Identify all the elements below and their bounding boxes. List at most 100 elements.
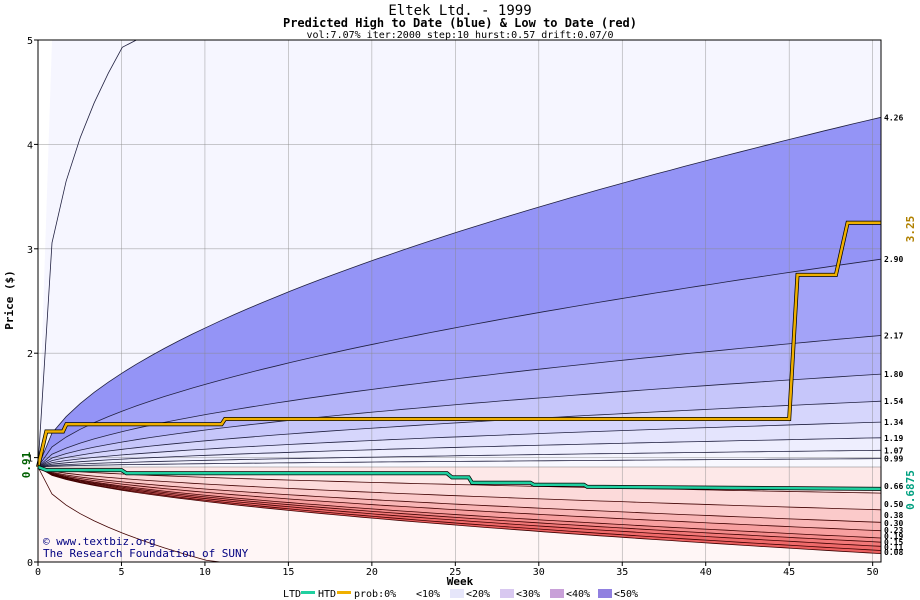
low-band-6 [38,467,881,547]
x-tick-label-10: 50 [867,567,879,578]
low-end-label-3: 0.30 [884,519,903,528]
chart-subtitle: Predicted High to Date (blue) & Low to D… [283,16,637,30]
legend-band-label-3: <40% [566,589,590,600]
high-end-label-3: 1.34 [884,418,903,427]
high-end-label-2: 1.19 [884,434,903,443]
high-end-label-5: 1.80 [884,370,903,379]
low-band-5 [38,467,881,543]
high-percentile-line-1 [37,449,882,468]
y-tick-label-4: 4 [27,140,33,151]
legend-band-label-2: <30% [516,589,540,600]
legend-swatch-3 [550,589,564,598]
y-tick-label-1: 1 [27,454,33,465]
high-percentile-line-2 [37,437,882,468]
x-tick-label-8: 40 [700,567,712,578]
htd-end-value-label: 3.25 [904,216,917,243]
legend-ltd-swatch [301,591,315,594]
high-end-label-0: 0.99 [884,455,903,464]
end-labels: 0.991.07 1.19 1.34 1.54 1.80 2.17 2.90 4.26 0.66… [884,113,903,557]
legend-ltd-label: LTD [283,589,301,600]
high-band-7 [38,259,881,467]
low-band-2 [38,467,881,523]
low-band-7 [38,467,881,551]
y-tick-label-3: 3 [27,245,33,256]
high-percentile-line-8 [37,116,882,468]
high-end-label-4: 1.54 [884,397,903,406]
high-end-label-8: 4.26 [884,113,903,122]
y-tick-label-5: 5 [27,36,33,47]
legend: LTD HTD prob:0% <10% <20% <30% <40% <50% [283,589,638,600]
low-percentile-line-3 [37,466,882,532]
high-end-label-7: 2.90 [884,255,903,264]
low-percentile-line-2 [37,466,882,523]
legend-swatch-0 [400,589,414,598]
y-axis-label: Price ($) [3,270,16,330]
ltd-line [37,465,882,491]
low-end-label-5: 0.19 [884,532,903,541]
htd-line [36,221,881,468]
high-percentile-line-7 [37,258,882,468]
x-tick-label-4: 20 [366,567,378,578]
watermark-line2: The Research Foundation of SUNY [43,547,249,560]
low-band-4 [38,467,881,538]
low-percentile-line-5 [37,466,882,543]
ltd-end-value-label: 0.6875 [904,470,917,510]
start-value-label: 0.91 [20,451,33,478]
high-percentile-line-5 [37,373,882,468]
x-tick-label-9: 45 [783,567,795,578]
watermark-line1: © www.textbiz.org [43,535,156,548]
high-band-8 [38,117,881,468]
x-axis-label: Week [447,575,474,588]
x-tick-label-5: 25 [449,567,461,578]
low-percentile-line-1 [37,466,882,511]
probability-bands [38,40,881,562]
x-tick-label-3: 15 [282,567,294,578]
legend-band-label-1: <20% [466,589,490,600]
high-percentile-line-4 [37,400,882,468]
low-percentile-line-7 [37,466,882,551]
x-tick-label-6: 30 [533,567,545,578]
low-percentile-line-6 [37,466,882,547]
low-band-1 [38,467,881,510]
high-end-label-1: 1.07 [884,446,903,455]
low-end-label-2: 0.38 [884,511,903,520]
high-band-2 [38,437,881,467]
series-lines [36,220,882,491]
plot-frame [37,39,882,563]
high-end-label-6: 2.17 [884,331,903,340]
high-percentile-line-6 [37,335,882,468]
low-percentile-line-0 [37,466,882,494]
high-band-0 [38,458,881,467]
high-band-outer [38,40,881,467]
high-percentile-line-0 [37,458,882,468]
legend-band-label-0: <10% [416,589,440,600]
high-percentile-line-3 [37,421,882,468]
low-end-label-8: 0.08 [884,548,903,557]
x-tick-label-7: 35 [616,567,628,578]
legend-swatch-2 [500,589,514,598]
low-percentile-line-8 [37,466,882,554]
legend-htd-label: HTD [318,589,336,600]
y-tick-label-0: 0 [27,558,33,569]
y-tick-label-2: 2 [27,349,33,360]
low-end-label-6: 0.15 [884,538,903,547]
low-end-label-0: 0.66 [884,482,903,491]
chart-title: Eltek Ltd. - 1999 [388,3,531,19]
chart-params: vol:7.07% iter:2000 step:10 hurst:0.57 d… [306,30,613,41]
legend-swatch-1 [450,589,464,598]
low-band-outer [38,467,881,562]
low-band-3 [38,467,881,531]
low-end-label-4: 0.23 [884,526,903,535]
legend-htd-swatch [337,591,351,594]
x-tick-label-0: 0 [35,567,41,578]
low-end-label-7: 0.11 [884,543,903,552]
high-band-6 [38,335,881,467]
legend-band-label-4: <50% [614,589,638,600]
high-band-3 [38,422,881,467]
legend-swatch-4 [598,589,612,598]
low-end-label-1: 0.50 [884,500,903,509]
legend-prob-label: prob:0% [354,589,396,600]
x-tick-label-2: 10 [199,567,211,578]
